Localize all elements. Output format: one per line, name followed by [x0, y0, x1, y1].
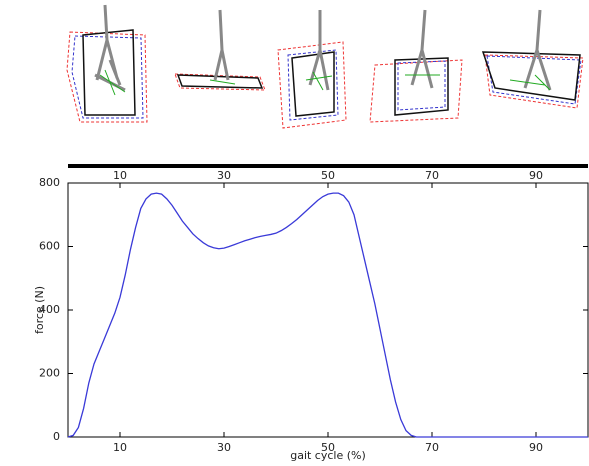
- top-tick-label: 70: [425, 169, 439, 182]
- x-tick-label: 70: [425, 441, 439, 454]
- y-tick-label: 200: [39, 367, 60, 380]
- top-tick-label: 30: [217, 169, 231, 182]
- x-tick-label: 50: [321, 441, 335, 454]
- y-tick-label: 0: [53, 430, 60, 443]
- x-tick-label: 30: [217, 441, 231, 454]
- top-tick-label: 90: [529, 169, 543, 182]
- y-tick-label: 400: [39, 303, 60, 316]
- x-tick-label: 90: [529, 441, 543, 454]
- y-tick-label: 800: [39, 176, 60, 189]
- y-axis-label: force (N): [33, 286, 46, 334]
- gait-illustrations: [66, 4, 584, 129]
- top-tick-label: 50: [321, 169, 335, 182]
- x-tick-label: 10: [113, 441, 127, 454]
- force-line: [67, 192, 588, 438]
- top-tick-label: 10: [113, 169, 127, 182]
- y-tick-label: 600: [39, 240, 60, 253]
- plot-frame: [67, 182, 589, 438]
- x-axis-label: gait cycle (%): [290, 449, 366, 462]
